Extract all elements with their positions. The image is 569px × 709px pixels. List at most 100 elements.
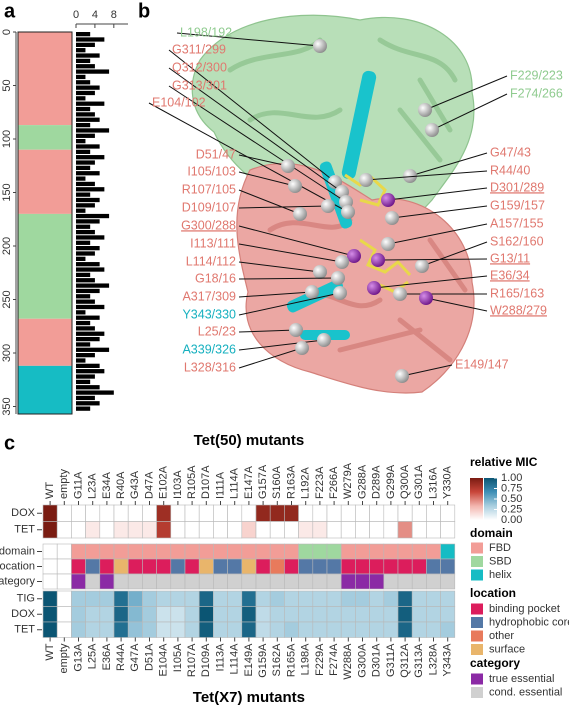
column-label: I103A bbox=[172, 470, 184, 499]
leader-line bbox=[238, 243, 343, 263]
column-label: L23A bbox=[87, 473, 99, 499]
heat-cell bbox=[411, 621, 427, 638]
leader-line bbox=[168, 49, 336, 183]
annotation-cell bbox=[312, 543, 328, 560]
heat-cell bbox=[113, 521, 129, 539]
heat-cell bbox=[184, 521, 200, 539]
annotation-cell bbox=[269, 543, 285, 560]
annotation-cell bbox=[241, 558, 257, 575]
heat-cell bbox=[213, 606, 228, 623]
annotation-cell bbox=[71, 573, 86, 590]
heat-cell bbox=[312, 590, 328, 607]
annotation-cell bbox=[241, 573, 257, 590]
column-label: G47A bbox=[129, 643, 141, 672]
leader-line bbox=[387, 187, 488, 201]
heat-cell bbox=[426, 590, 441, 607]
leader-line bbox=[238, 189, 301, 215]
column-label: empty bbox=[58, 643, 70, 673]
residue-label: G159/157 bbox=[490, 198, 545, 212]
residue-label: G47/43 bbox=[490, 145, 531, 159]
colorbar bbox=[470, 478, 483, 520]
leader-line bbox=[238, 291, 313, 298]
annotation-cell bbox=[326, 573, 342, 590]
bar bbox=[76, 224, 91, 229]
domain-segment bbox=[18, 365, 72, 414]
bar bbox=[76, 347, 110, 352]
bar bbox=[76, 390, 114, 395]
heat-cell bbox=[298, 521, 314, 539]
heat-cell bbox=[411, 606, 427, 623]
column-label: G311A bbox=[385, 643, 397, 677]
heat-cell bbox=[340, 621, 356, 638]
annotation-cell bbox=[411, 543, 427, 560]
annotation-cell bbox=[213, 558, 228, 575]
heat-cell bbox=[71, 521, 86, 539]
heat-cell bbox=[255, 606, 271, 623]
heat-cell bbox=[312, 521, 328, 539]
heat-cell bbox=[383, 504, 399, 522]
heat-cell bbox=[113, 590, 129, 607]
residue-label: E149/147 bbox=[455, 357, 509, 371]
bar bbox=[76, 42, 95, 47]
bar bbox=[76, 58, 91, 64]
legend-label: true essential bbox=[489, 673, 554, 685]
column-label: D301A bbox=[371, 643, 383, 677]
annotation-cell bbox=[369, 573, 385, 590]
heat-cell bbox=[142, 621, 157, 638]
annotation-cell bbox=[397, 573, 413, 590]
bar bbox=[76, 406, 91, 411]
column-label: D109A bbox=[200, 643, 212, 677]
residue-sphere bbox=[359, 173, 373, 187]
column-label: G159A bbox=[257, 643, 269, 678]
annotation-cell bbox=[227, 558, 243, 575]
column-label: R105A bbox=[186, 465, 198, 499]
heat-cell bbox=[241, 621, 257, 638]
residue-sphere bbox=[381, 237, 395, 251]
bar bbox=[76, 197, 100, 203]
heat-cell bbox=[298, 590, 314, 607]
annotation-cell bbox=[383, 558, 399, 575]
row-label: DOX bbox=[11, 507, 36, 519]
residue-label: L328/316 bbox=[184, 360, 236, 374]
heat-cell bbox=[383, 521, 399, 539]
residue-sphere bbox=[288, 179, 302, 193]
residue-sphere bbox=[333, 286, 347, 300]
annotation-cell bbox=[85, 543, 101, 560]
heat-cell bbox=[298, 606, 314, 623]
bar bbox=[76, 310, 86, 315]
heat-cell bbox=[269, 521, 285, 539]
annotation-cell bbox=[99, 573, 115, 590]
column-label: E102A bbox=[158, 465, 170, 499]
heat-cell bbox=[326, 590, 342, 607]
annotation-cell bbox=[113, 573, 129, 590]
annotation-cell bbox=[71, 543, 86, 560]
annotation-cell bbox=[56, 543, 72, 560]
heat-cell bbox=[113, 621, 129, 638]
bar bbox=[76, 315, 100, 320]
heat-cell bbox=[56, 504, 72, 522]
column-label: R44A bbox=[115, 643, 127, 671]
bar bbox=[76, 96, 86, 101]
legend-swatch bbox=[471, 556, 483, 567]
heat-cell bbox=[71, 504, 86, 522]
leader-line bbox=[238, 339, 325, 351]
bar bbox=[76, 320, 91, 326]
heat-cell bbox=[127, 606, 143, 623]
heat-cell bbox=[397, 504, 413, 522]
heat-cell bbox=[156, 504, 172, 522]
heat-cell bbox=[355, 606, 370, 623]
annotation-cell bbox=[298, 558, 314, 575]
heat-cell bbox=[255, 590, 271, 607]
residue-sphere bbox=[335, 255, 349, 269]
column-label: E149A bbox=[243, 643, 255, 677]
heat-cell bbox=[113, 606, 129, 623]
annotation-cell bbox=[127, 543, 143, 560]
bar bbox=[76, 256, 86, 261]
heat-cell bbox=[156, 606, 172, 623]
bar bbox=[76, 395, 95, 401]
bar bbox=[76, 187, 105, 192]
residue-label: I105/103 bbox=[187, 164, 236, 178]
bar bbox=[76, 219, 100, 224]
heat-cell bbox=[241, 521, 257, 539]
column-label: I105A bbox=[172, 643, 184, 672]
